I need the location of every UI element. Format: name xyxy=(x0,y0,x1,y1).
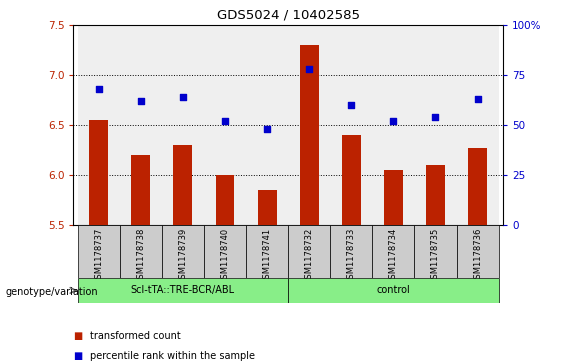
Bar xyxy=(288,278,499,303)
Bar xyxy=(77,225,120,278)
Bar xyxy=(89,120,108,225)
Bar xyxy=(415,25,457,225)
Bar xyxy=(120,225,162,278)
Point xyxy=(389,118,398,124)
Bar xyxy=(468,148,487,225)
Bar xyxy=(372,225,415,278)
Bar xyxy=(131,155,150,225)
Text: GSM1178741: GSM1178741 xyxy=(263,228,272,284)
Bar xyxy=(372,25,415,225)
Text: GSM1178737: GSM1178737 xyxy=(94,228,103,284)
Text: GSM1178736: GSM1178736 xyxy=(473,228,482,284)
Bar xyxy=(246,25,288,225)
Bar xyxy=(77,25,120,225)
Bar xyxy=(457,25,499,225)
Text: percentile rank within the sample: percentile rank within the sample xyxy=(90,351,255,361)
Bar xyxy=(204,225,246,278)
Text: GSM1178740: GSM1178740 xyxy=(220,228,229,284)
Text: GSM1178735: GSM1178735 xyxy=(431,228,440,284)
Text: ■: ■ xyxy=(73,351,82,361)
Bar xyxy=(299,45,319,225)
Bar xyxy=(426,165,445,225)
Bar xyxy=(342,135,361,225)
Text: GSM1178732: GSM1178732 xyxy=(305,228,314,284)
Bar xyxy=(162,25,204,225)
Bar xyxy=(258,190,277,225)
Text: Scl-tTA::TRE-BCR/ABL: Scl-tTA::TRE-BCR/ABL xyxy=(131,285,235,295)
Bar xyxy=(331,225,372,278)
Text: ■: ■ xyxy=(73,331,82,341)
Bar xyxy=(415,225,457,278)
Text: control: control xyxy=(376,285,410,295)
Point xyxy=(473,96,482,102)
Bar xyxy=(173,145,192,225)
Point xyxy=(94,86,103,92)
Bar xyxy=(246,225,288,278)
Point xyxy=(179,94,188,100)
Bar xyxy=(457,225,499,278)
Text: genotype/variation: genotype/variation xyxy=(6,287,98,297)
Bar xyxy=(162,225,204,278)
Point xyxy=(220,118,229,124)
Text: GSM1178733: GSM1178733 xyxy=(347,228,356,284)
Title: GDS5024 / 10402585: GDS5024 / 10402585 xyxy=(216,8,360,21)
Bar xyxy=(331,25,372,225)
Bar xyxy=(204,25,246,225)
Point xyxy=(431,114,440,120)
Text: GSM1178738: GSM1178738 xyxy=(136,228,145,284)
Bar xyxy=(77,278,288,303)
Text: GSM1178734: GSM1178734 xyxy=(389,228,398,284)
Point xyxy=(263,126,272,132)
Bar xyxy=(120,25,162,225)
Text: GSM1178739: GSM1178739 xyxy=(179,228,188,284)
Bar xyxy=(288,225,331,278)
Point xyxy=(136,98,145,104)
Point xyxy=(305,66,314,72)
Text: transformed count: transformed count xyxy=(90,331,181,341)
Bar xyxy=(288,25,331,225)
Bar xyxy=(384,170,403,225)
Bar xyxy=(215,175,234,225)
Point xyxy=(347,102,356,108)
